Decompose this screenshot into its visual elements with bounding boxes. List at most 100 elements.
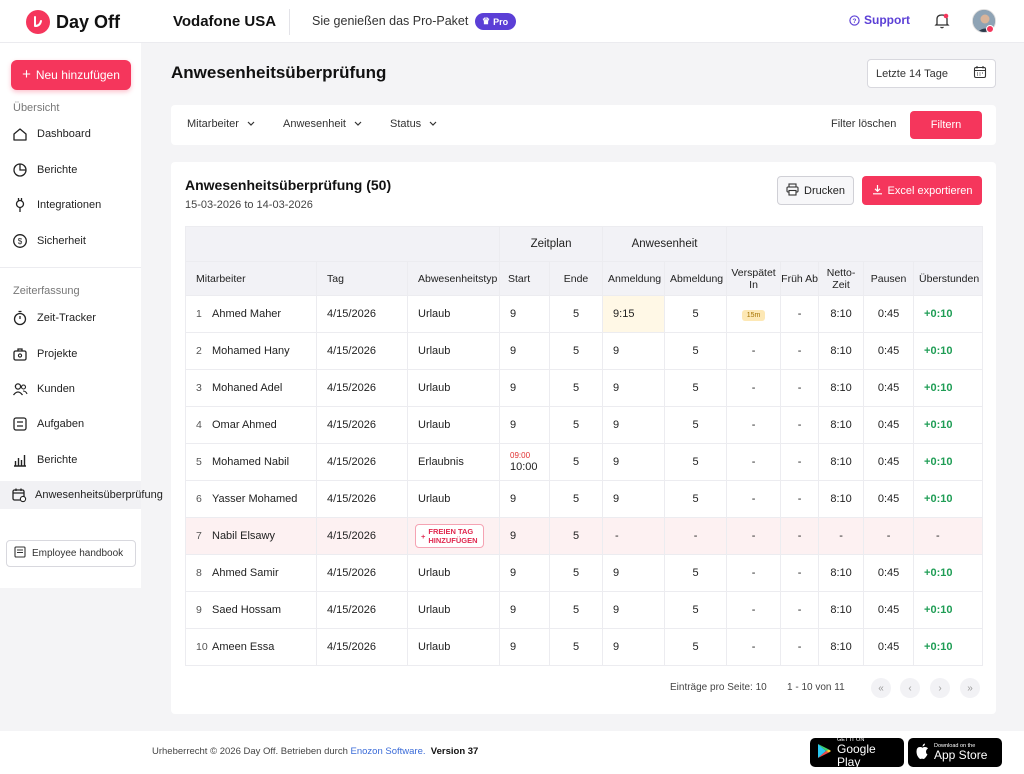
table-row[interactable]: 1 Ahmed Maher 4/15/2026 Urlaub 9 5 9:15 5… (185, 295, 984, 333)
top-bar: Day Off Vodafone USA Sie genießen das Pr… (0, 0, 1024, 43)
employee-handbook-label: Employee handbook (32, 548, 124, 559)
row-number: 1 (196, 308, 202, 320)
day-cell: 4/15/2026 (316, 332, 408, 370)
attendance-filter-dropdown[interactable]: Anwesenheit (283, 118, 362, 130)
sidebar-item-dashboard[interactable]: Dashboard (0, 120, 141, 148)
col-header-net-time[interactable]: Netto-Zeit (818, 261, 865, 296)
day-cell: 4/15/2026 (316, 369, 408, 407)
col-header-checkin[interactable]: Anmeldung (602, 261, 666, 296)
col-header-end[interactable]: Ende (549, 261, 604, 296)
schedule-start-cell: 9 (499, 554, 551, 592)
net-time-cell: 8:10 (818, 406, 865, 444)
net-time-cell: 8:10 (818, 332, 865, 370)
col-header-employee[interactable]: Mitarbeiter (185, 261, 317, 296)
checkout-cell: 5 (664, 369, 728, 407)
date-range-select[interactable]: Letzte 14 Tage (867, 59, 996, 88)
row-number: 3 (196, 382, 202, 394)
shield-dollar-icon: $ (11, 232, 29, 250)
table-row[interactable]: 3 Mohaned Adel 4/15/2026 Urlaub 9 5 9 5 -… (185, 369, 984, 407)
divider (289, 9, 290, 35)
next-page-button[interactable]: › (930, 678, 950, 698)
group-header-attendance: Anwesenheit (602, 226, 728, 262)
sidebar-item-time-reports[interactable]: Berichte (0, 446, 141, 474)
sidebar-item-integrations[interactable]: Integrationen (0, 191, 141, 219)
sidebar-item-label: Kunden (37, 383, 75, 395)
day-cell: 4/15/2026 (316, 517, 408, 555)
dropdown-label: Status (390, 118, 422, 130)
sidebar-item-tasks[interactable]: Aufgaben (0, 410, 141, 438)
table-row[interactable]: 6 Yasser Mohamed 4/15/2026 Urlaub 9 5 9 5… (185, 480, 984, 518)
col-header-overtime[interactable]: Überstunden (913, 261, 984, 296)
printer-icon (786, 182, 799, 199)
employee-handbook-button[interactable]: Employee handbook (6, 540, 136, 567)
late-cell: - (726, 591, 782, 629)
group-header-schedule: Zeitplan (499, 226, 604, 262)
notification-bell-icon[interactable] (934, 12, 950, 32)
overtime-cell: +0:10 (913, 443, 984, 481)
sidebar-item-time-tracker[interactable]: Zeit-Tracker (0, 304, 141, 332)
add-new-button[interactable]: + Neu hinzufügen (11, 60, 131, 90)
table-row[interactable]: 2 Mohamed Hany 4/15/2026 Urlaub 9 5 9 5 -… (185, 332, 984, 370)
google-play-small-text: GET IT ON (837, 736, 865, 743)
add-day-off-button[interactable]: + FREIEN TAG HINZUFÜGEN (415, 524, 484, 548)
copyright-prefix: Urheberrecht © 2026 Day Off. Betrieben d… (152, 746, 348, 757)
attendance-card: Anwesenheitsüberprüfung (50) 15-03-2026 … (171, 162, 996, 714)
breaks-cell: - (863, 517, 915, 555)
google-play-button[interactable]: GET IT ON Google Play (810, 736, 904, 768)
print-button[interactable]: Drucken (777, 176, 854, 205)
sidebar-item-projects[interactable]: Projekte (0, 340, 141, 368)
sidebar-item-attendance-review[interactable]: Anwesenheitsüberprüfung (0, 481, 163, 509)
app-logo[interactable]: Day Off (26, 10, 120, 34)
apply-filter-button[interactable]: Filtern (910, 111, 982, 139)
col-header-day[interactable]: Tag (316, 261, 408, 296)
table-row[interactable]: 4 Omar Ahmed 4/15/2026 Urlaub 9 5 9 5 - -… (185, 406, 984, 444)
rows-per-page-label[interactable]: Einträge pro Seite: 10 (670, 682, 767, 693)
checkin-cell: 9 (602, 443, 666, 481)
calendar-check-icon (11, 486, 27, 504)
company-link[interactable]: Enozon Software. (350, 746, 426, 757)
app-store-small-text: Download on the (934, 743, 976, 749)
table-row[interactable]: 10 Ameen Essa 4/15/2026 Urlaub 9 5 9 5 - … (185, 628, 984, 666)
sidebar-item-reports[interactable]: Berichte (0, 156, 141, 184)
net-time-cell: 8:10 (818, 628, 865, 666)
late-cell: - (726, 369, 782, 407)
schedule-end-cell: 5 (549, 295, 604, 333)
table-row[interactable]: 8 Ahmed Samir 4/15/2026 Urlaub 9 5 9 5 - … (185, 554, 984, 592)
col-header-absence-type[interactable]: Abwesenheitstyp (406, 261, 501, 296)
clear-filters-link[interactable]: Filter löschen (831, 118, 897, 130)
col-header-early[interactable]: Früh Ab (780, 261, 820, 296)
overtime-cell: +0:10 (913, 406, 984, 444)
checkin-cell: 9 (602, 628, 666, 666)
previous-page-button[interactable]: ‹ (900, 678, 920, 698)
table-row[interactable]: 7 Nabil Elsawy 4/15/2026 + FREIEN TAG HINZ… (185, 517, 984, 555)
sidebar-item-security[interactable]: $ Sicherheit (0, 227, 141, 255)
net-time-cell: - (818, 517, 865, 555)
breaks-cell: 0:45 (863, 480, 915, 518)
support-label: Support (864, 13, 910, 27)
date-range-value: Letzte 14 Tage (876, 67, 948, 80)
breaks-cell: 0:45 (863, 443, 915, 481)
sidebar-item-clients[interactable]: Kunden (0, 375, 141, 403)
row-number: 8 (196, 567, 202, 579)
dropdown-label: Mitarbeiter (187, 118, 239, 130)
table-row[interactable]: 5 Mohamed Nabil 4/15/2026 Erlaubnis 09:00… (185, 443, 984, 481)
overtime-cell: +0:10 (913, 591, 984, 629)
employee-name: Omar Ahmed (212, 419, 277, 431)
breaks-cell: 0:45 (863, 406, 915, 444)
col-header-start[interactable]: Start (499, 261, 551, 296)
export-label: Excel exportieren (887, 184, 973, 197)
col-header-checkout[interactable]: Abmeldung (664, 261, 728, 296)
employee-filter-dropdown[interactable]: Mitarbeiter (187, 118, 255, 130)
support-link[interactable]: ? Support (849, 13, 910, 27)
schedule-end-cell: 5 (549, 406, 604, 444)
col-header-late[interactable]: Verspätet In (726, 261, 782, 296)
export-excel-button[interactable]: Excel exportieren (862, 176, 982, 205)
app-store-button[interactable]: Download on the App Store (908, 738, 1002, 767)
download-icon (872, 184, 883, 198)
last-page-button[interactable]: » (960, 678, 980, 698)
first-page-button[interactable]: « (871, 678, 891, 698)
overtime-cell: +0:10 (913, 369, 984, 407)
status-filter-dropdown[interactable]: Status (390, 118, 437, 130)
col-header-breaks[interactable]: Pausen (863, 261, 915, 296)
table-row[interactable]: 9 Saed Hossam 4/15/2026 Urlaub 9 5 9 5 - … (185, 591, 984, 629)
